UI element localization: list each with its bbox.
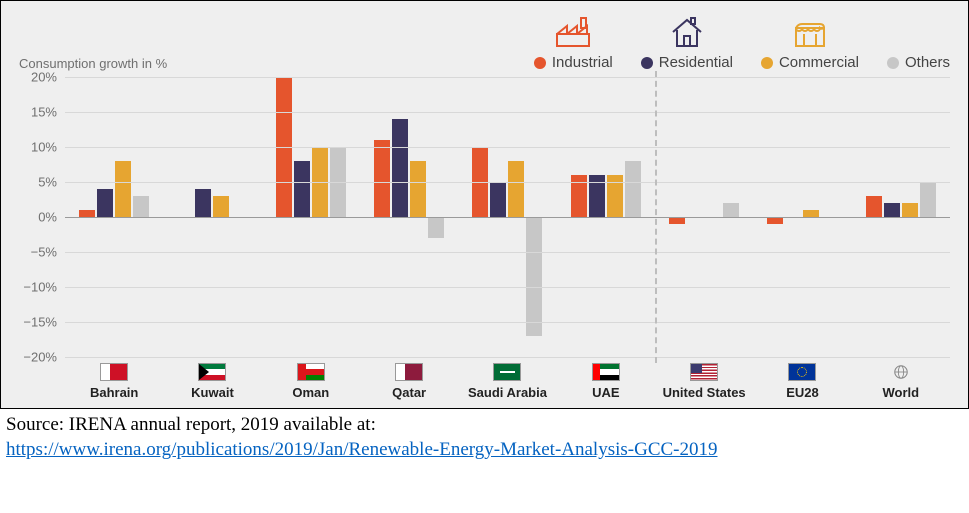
x-category: UAE [557, 363, 655, 400]
gridline [65, 322, 950, 323]
residential-icon [667, 14, 707, 48]
y-axis: 20%15%10%5%0%−5%−10%−15%−20% [19, 77, 65, 357]
bar-commercial [115, 161, 131, 217]
bar-residential [392, 119, 408, 217]
legend-label: Commercial [779, 54, 859, 71]
industrial-icon [553, 14, 593, 48]
x-category: Qatar [360, 363, 458, 400]
source-caption: Source: IRENA annual report, 2019 availa… [0, 409, 969, 462]
y-tick-label: 10% [31, 140, 57, 155]
flag-icon [788, 363, 816, 381]
bar-residential [294, 161, 310, 217]
bar-commercial [902, 203, 918, 217]
source-link[interactable]: https://www.irena.org/publications/2019/… [6, 439, 718, 460]
bar-residential [195, 189, 211, 217]
gridline [65, 252, 950, 253]
chart-header: Consumption growth in % Industrial Resid… [19, 11, 950, 71]
bar-commercial [410, 161, 426, 217]
x-category: Kuwait [163, 363, 261, 400]
legend-swatch [761, 57, 773, 69]
page: Consumption growth in % Industrial Resid… [0, 0, 969, 462]
bar-commercial [803, 210, 819, 217]
flag-icon [592, 363, 620, 381]
x-label: United States [663, 385, 746, 400]
bar-commercial [213, 196, 229, 217]
legend-item-others: Others [887, 54, 950, 71]
legend-label: Residential [659, 54, 733, 71]
bar-others [133, 196, 149, 217]
gridline [65, 357, 950, 358]
legend-item-industrial: Industrial [534, 14, 613, 71]
y-tick-label: 0% [38, 210, 57, 225]
x-label: Oman [292, 385, 329, 400]
x-label: UAE [592, 385, 619, 400]
bar-commercial [508, 161, 524, 217]
x-category: Oman [262, 363, 360, 400]
bar-industrial [669, 217, 685, 224]
legend-item-residential: Residential [641, 14, 733, 71]
bar-industrial [767, 217, 783, 224]
y-tick-label: 5% [38, 175, 57, 190]
x-axis: Bahrain Kuwait Oman Qatar Saudi Arabia U… [65, 363, 950, 400]
bar-others [625, 161, 641, 217]
y-tick-label: −15% [23, 315, 57, 330]
gridline [65, 287, 950, 288]
plot [65, 77, 950, 357]
bar-industrial [866, 196, 882, 217]
flag-icon [198, 363, 226, 381]
bar-others [526, 217, 542, 336]
chart-frame: Consumption growth in % Industrial Resid… [0, 0, 969, 409]
x-label: Saudi Arabia [468, 385, 547, 400]
gridline [65, 112, 950, 113]
gridline [65, 77, 950, 78]
bar-residential [97, 189, 113, 217]
zero-line [65, 217, 950, 218]
gridline [65, 147, 950, 148]
legend-swatch [534, 57, 546, 69]
x-category: Saudi Arabia [458, 363, 556, 400]
bar-industrial [374, 140, 390, 217]
flag-icon [395, 363, 423, 381]
y-tick-label: −20% [23, 350, 57, 365]
x-category: EU28 [753, 363, 851, 400]
x-category: Bahrain [65, 363, 163, 400]
flag-icon [493, 363, 521, 381]
bar-residential [490, 182, 506, 217]
source-prefix: Source: IRENA annual report, 2019 availa… [6, 414, 376, 435]
y-tick-label: −10% [23, 280, 57, 295]
x-label: World [882, 385, 919, 400]
x-category: World [852, 363, 950, 400]
bar-residential [884, 203, 900, 217]
x-label: Bahrain [90, 385, 138, 400]
region-divider [655, 71, 657, 363]
x-category: United States [655, 363, 753, 400]
x-label: EU28 [786, 385, 819, 400]
flag-icon [100, 363, 128, 381]
legend-item-commercial: Commercial [761, 14, 859, 71]
bar-others [920, 182, 936, 217]
flag-icon [690, 363, 718, 381]
legend-swatch [641, 57, 653, 69]
x-label: Qatar [392, 385, 426, 400]
commercial-icon [790, 14, 830, 48]
legend-swatch [887, 57, 899, 69]
globe-icon [887, 363, 915, 381]
legend-label: Industrial [552, 54, 613, 71]
bar-industrial [79, 210, 95, 217]
y-tick-label: −5% [31, 245, 57, 260]
flag-icon [297, 363, 325, 381]
bar-others [723, 203, 739, 217]
gridline [65, 182, 950, 183]
x-label: Kuwait [191, 385, 234, 400]
plot-area: 20%15%10%5%0%−5%−10%−15%−20% [19, 77, 950, 357]
legend-label: Others [905, 54, 950, 71]
legend: Industrial Residential Commercial Others [534, 14, 950, 71]
y-tick-label: 20% [31, 70, 57, 85]
bar-others [428, 217, 444, 238]
y-tick-label: 15% [31, 105, 57, 120]
